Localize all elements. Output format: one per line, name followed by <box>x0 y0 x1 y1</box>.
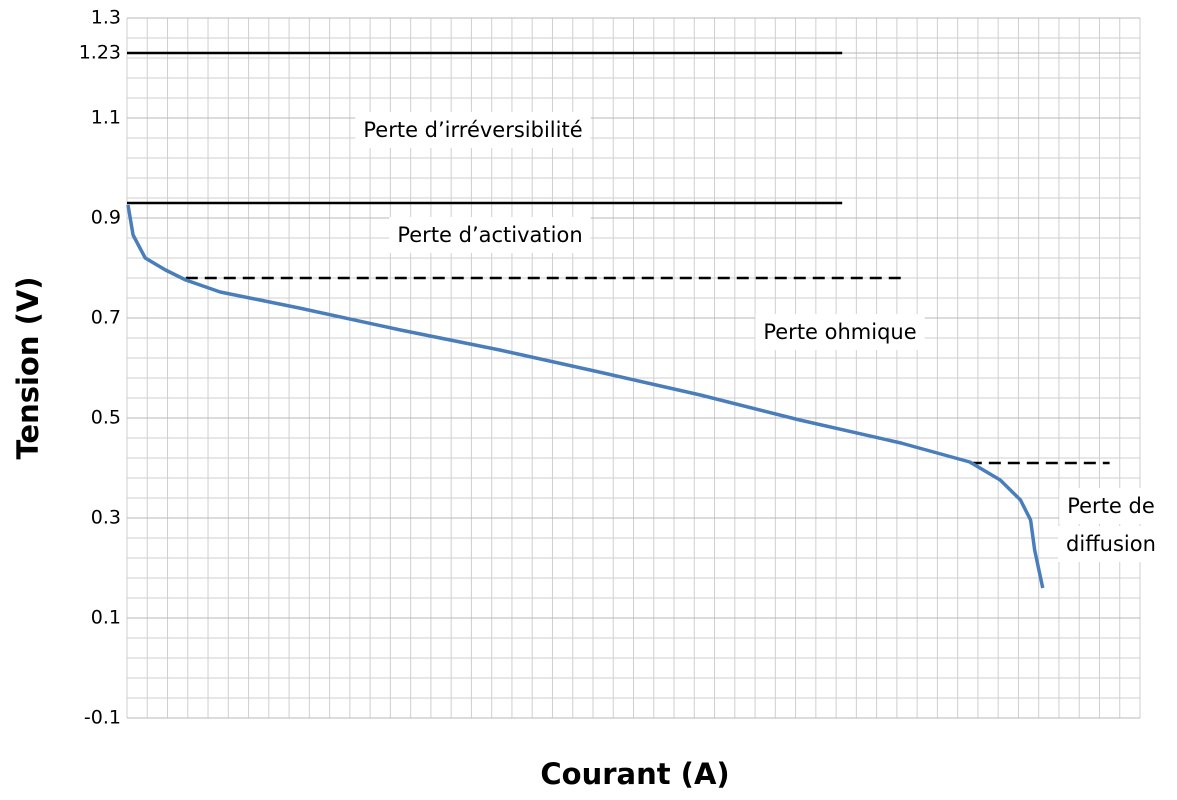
y-tick-label: 0.9 <box>91 207 121 229</box>
y-tick-label: 1.23 <box>79 42 121 64</box>
annotation-background <box>355 112 591 148</box>
x-axis-title: Courant (A) <box>540 757 729 791</box>
y-tick-label: 1.3 <box>91 7 121 29</box>
y-tick-label: 1.1 <box>91 107 121 129</box>
grid <box>126 17 1141 719</box>
line-series <box>126 204 1045 589</box>
annotation: diffusion <box>1066 532 1156 556</box>
annotation: Perte d’irréversibilité <box>363 118 582 142</box>
annotation: Perte ohmique <box>763 320 916 344</box>
y-axis-title: Tension (V) <box>11 276 45 459</box>
y-tick-label: 0.7 <box>91 307 121 329</box>
annotation: Perte d’activation <box>397 223 582 247</box>
annotation: Perte de <box>1067 494 1155 518</box>
annotation-background <box>1058 526 1164 562</box>
annotation-background <box>1059 488 1163 524</box>
y-tick-label: 0.3 <box>91 507 121 529</box>
annotation-background <box>755 314 925 350</box>
y-tick-label: 0.1 <box>91 607 121 629</box>
annotation-background <box>389 217 591 253</box>
y-tick-label: 0.5 <box>91 407 121 429</box>
y-tick-label: -0.1 <box>84 707 121 729</box>
